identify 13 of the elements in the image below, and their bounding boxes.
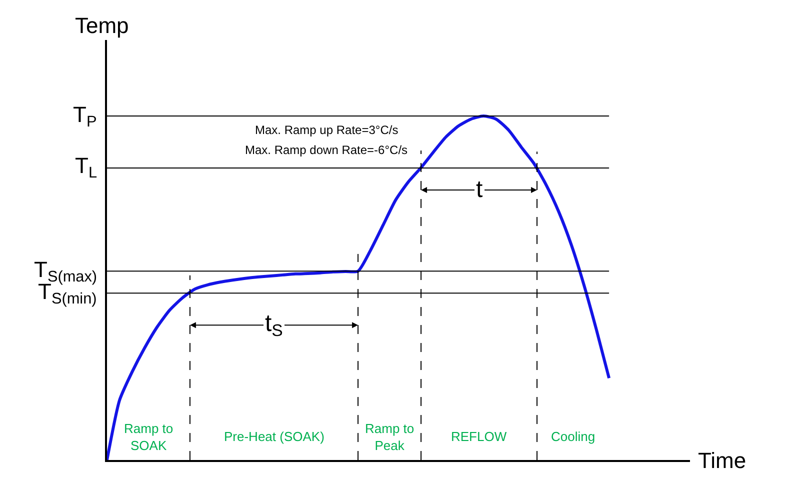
annotation: Ramp to Peak xyxy=(365,421,414,453)
annotation: Ramp to SOAK xyxy=(124,421,174,453)
annotation: Max. Ramp down Rate=-6°C/s xyxy=(245,143,408,157)
annotation: Max. Ramp up Rate=3°C/s xyxy=(255,123,398,137)
annotation: REFLOW xyxy=(451,429,508,444)
x-axis-title: Time xyxy=(698,448,746,473)
annotation: Pre-Heat (SOAK) xyxy=(224,429,324,444)
ref-line-label: T$_{P}$ xyxy=(73,102,97,131)
annotation: t$_{S}$ xyxy=(265,310,283,340)
ref-line-label: T$_{L}$ xyxy=(75,153,98,182)
annotation: Cooling xyxy=(551,429,596,444)
y-axis-title: Temp xyxy=(75,13,129,38)
annotation: t xyxy=(476,176,483,203)
